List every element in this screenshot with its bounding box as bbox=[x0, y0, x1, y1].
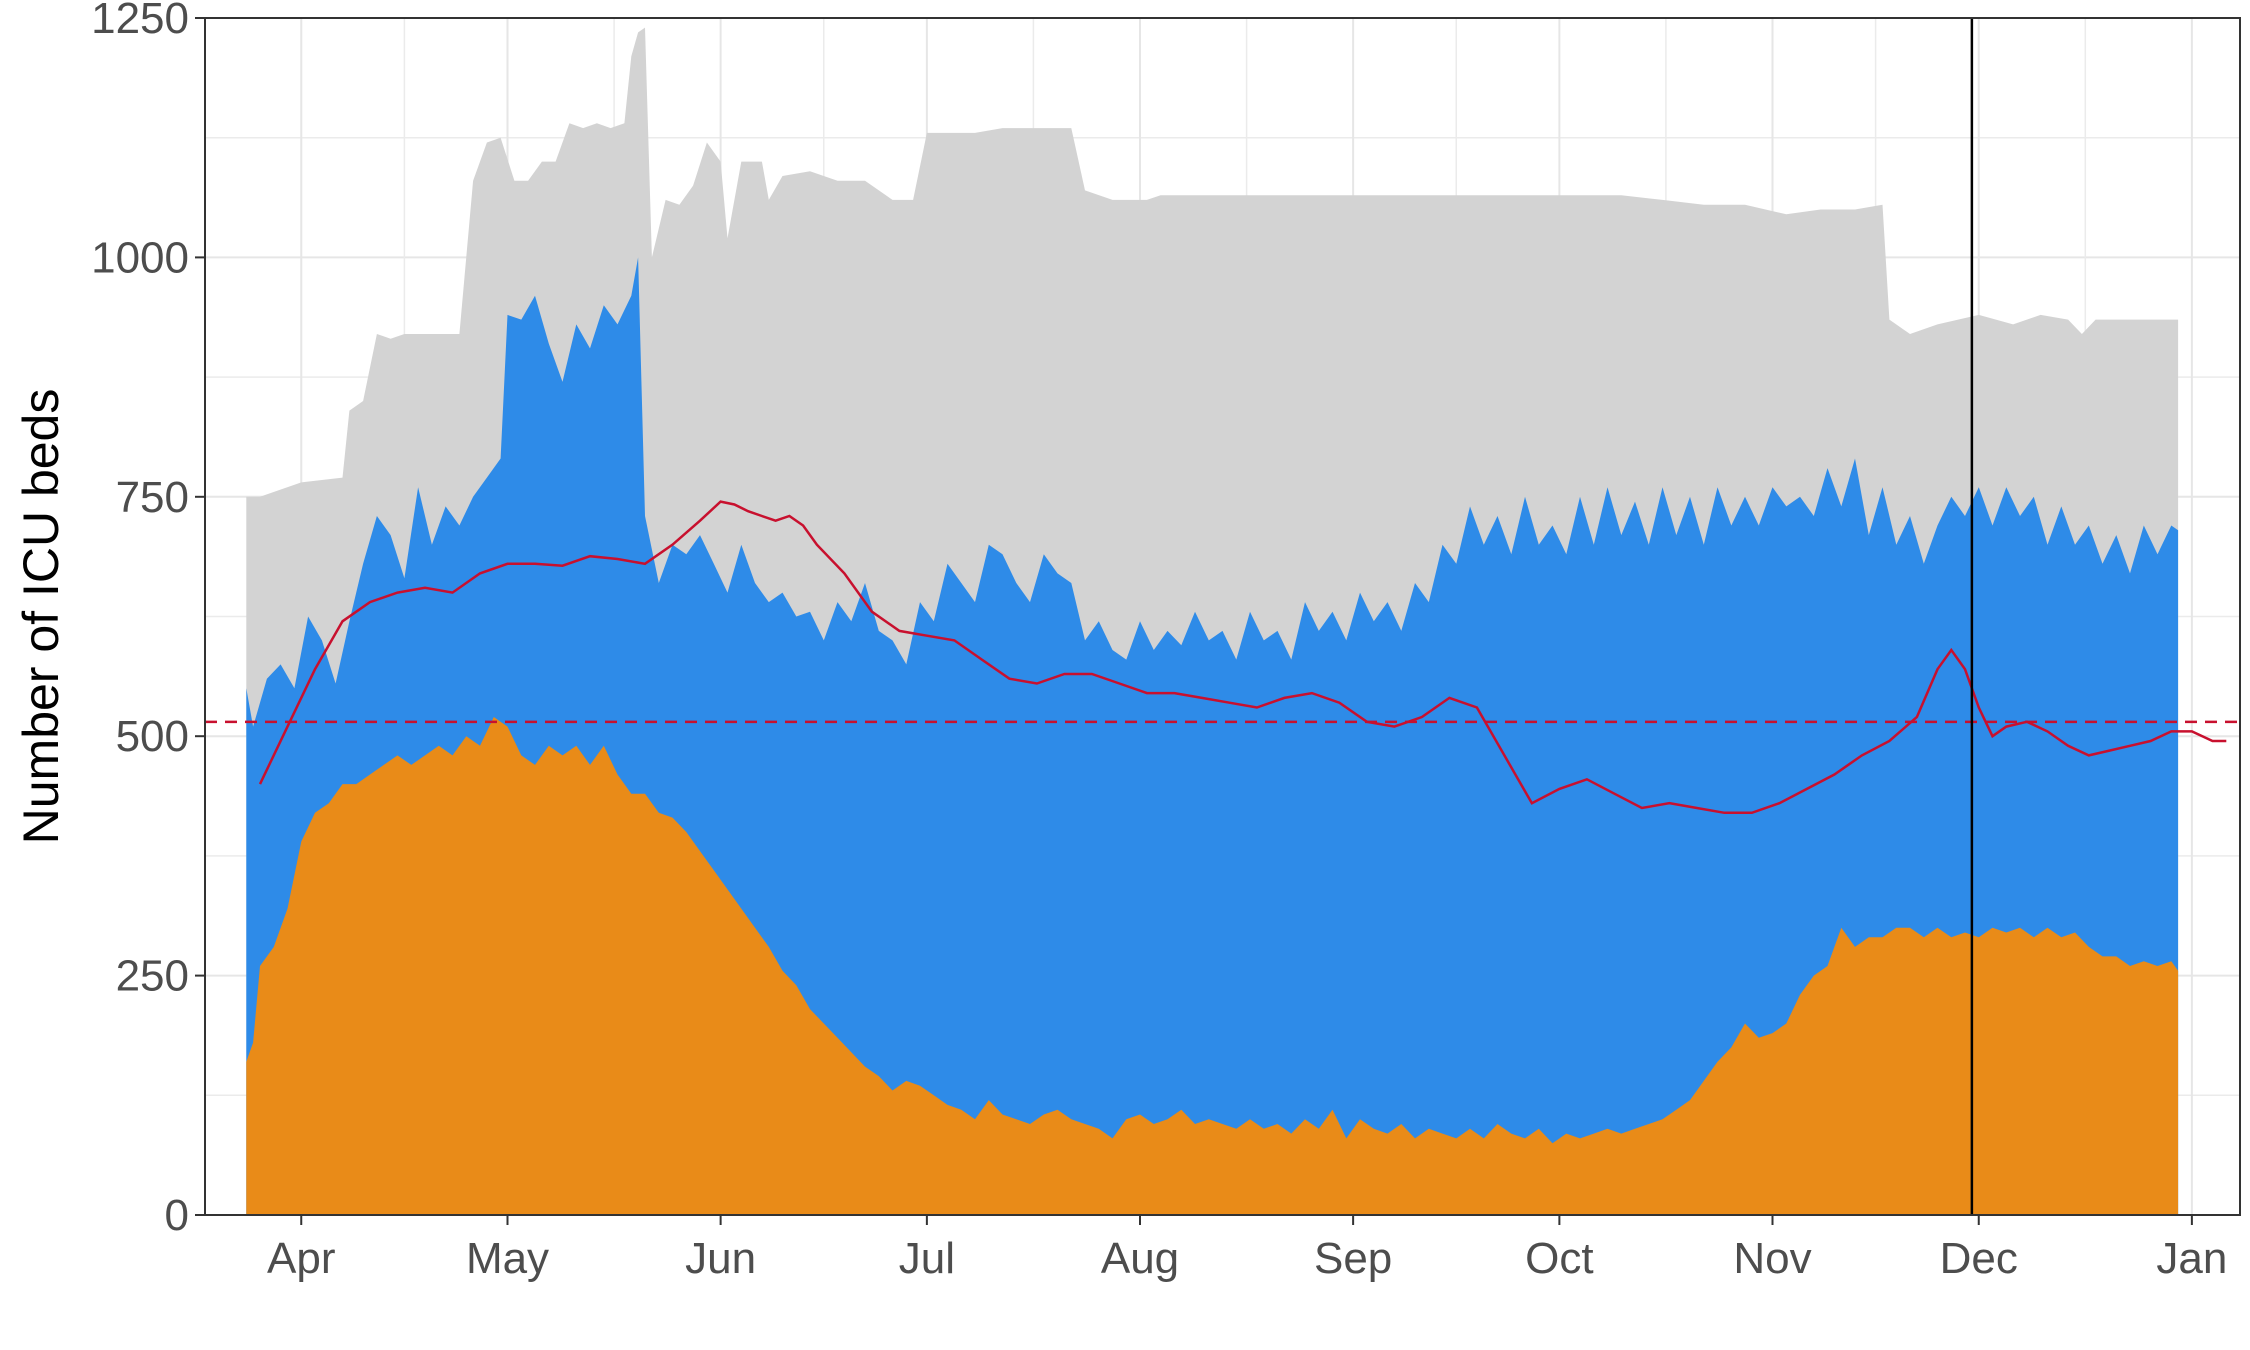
series-layer bbox=[246, 27, 2227, 1216]
x-tick-label: Jan bbox=[2156, 1234, 2227, 1283]
y-axis-title: Number of ICU beds bbox=[13, 389, 69, 845]
x-tick-label: Dec bbox=[1940, 1234, 2018, 1283]
y-tick-label: 500 bbox=[116, 712, 189, 761]
x-tick-label: Oct bbox=[1525, 1234, 1593, 1283]
reference-lines bbox=[205, 18, 2240, 1215]
x-tick-label: Jul bbox=[899, 1234, 955, 1283]
x-tick-label: Sep bbox=[1314, 1234, 1392, 1283]
x-tick-label: Nov bbox=[1733, 1234, 1811, 1283]
y-tick-label: 1250 bbox=[91, 0, 189, 43]
y-tick-label: 0 bbox=[165, 1191, 189, 1240]
x-tick-label: Jun bbox=[685, 1234, 756, 1283]
x-tick-label: May bbox=[466, 1234, 549, 1283]
y-tick-label: 1000 bbox=[91, 233, 189, 282]
x-tick-label: Aug bbox=[1101, 1234, 1179, 1283]
axes: 0 250 500 750 1000 1250 Apr May Jun Jul Aug Sep Oct N… bbox=[91, 0, 2227, 1283]
panel-border bbox=[204, 17, 2241, 1216]
area-series-2 bbox=[246, 717, 2179, 1215]
y-tick-label: 250 bbox=[116, 952, 189, 1001]
y-tick-label: 750 bbox=[116, 473, 189, 522]
x-tick-label: Apr bbox=[267, 1234, 335, 1283]
